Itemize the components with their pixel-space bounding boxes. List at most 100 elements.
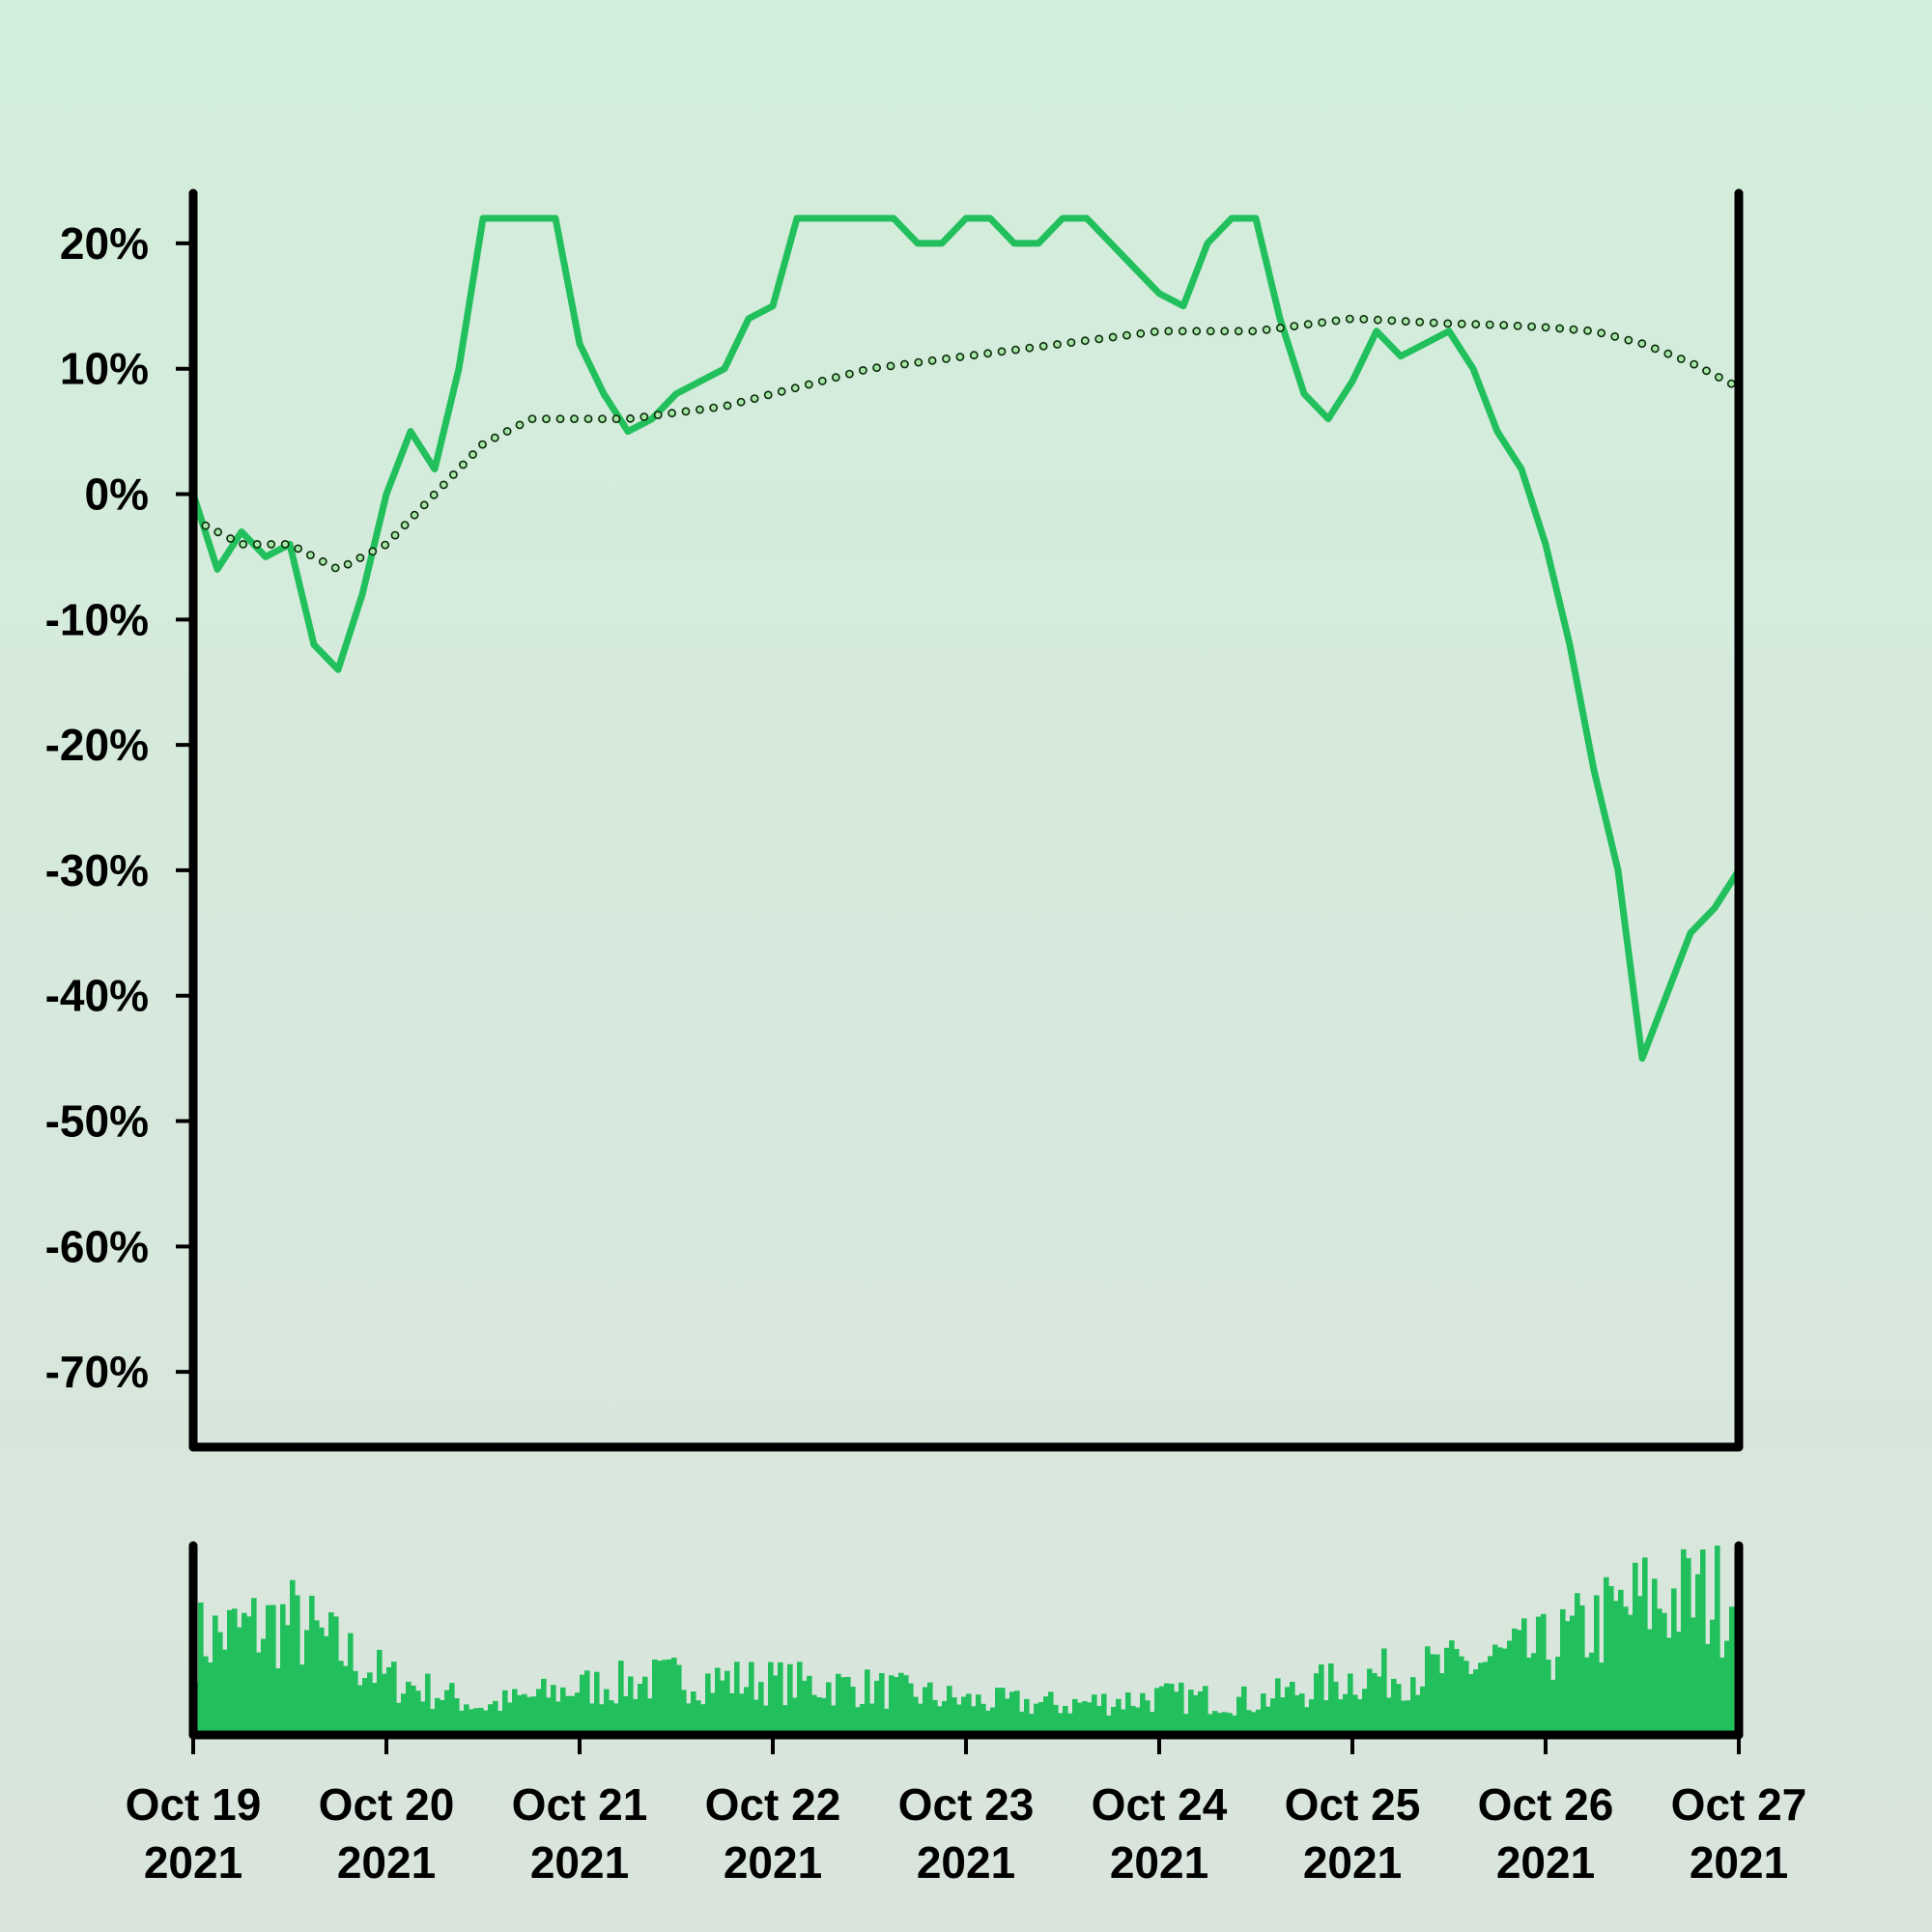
volume-bar xyxy=(1188,1690,1194,1735)
trend-dot xyxy=(653,411,663,419)
trend-dot xyxy=(515,420,525,430)
volume-bar xyxy=(348,1633,354,1735)
volume-bar xyxy=(1246,1710,1252,1735)
trend-dot xyxy=(1676,355,1686,363)
volume-bar xyxy=(613,1703,619,1735)
y-tick-label: -10% xyxy=(45,594,149,644)
volume-bar xyxy=(1628,1614,1634,1735)
volume-bar xyxy=(1492,1644,1498,1735)
y-tick-label: -50% xyxy=(45,1096,149,1147)
volume-bar xyxy=(464,1704,469,1735)
volume-bar xyxy=(1618,1589,1624,1735)
volume-bar xyxy=(739,1693,745,1735)
volume-bar xyxy=(338,1661,344,1735)
volume-bar xyxy=(1111,1706,1117,1735)
trend-dot xyxy=(859,365,867,375)
volume-bar xyxy=(555,1701,561,1735)
trend-dot xyxy=(611,414,621,423)
trend-dot xyxy=(1345,314,1354,324)
y-tick-label: 20% xyxy=(60,218,149,269)
volume-bar xyxy=(420,1701,426,1735)
volume-bar xyxy=(696,1700,701,1735)
trend-dot xyxy=(1136,328,1146,338)
volume-bar xyxy=(705,1673,711,1735)
trend-dot xyxy=(1359,314,1369,324)
volume-bar xyxy=(242,1612,247,1735)
volume-bar xyxy=(546,1697,552,1735)
volume-bar xyxy=(444,1690,450,1735)
volume-bar xyxy=(406,1681,412,1735)
volume-bar xyxy=(821,1697,827,1735)
volume-bar xyxy=(1584,1657,1590,1735)
volume-bar xyxy=(1208,1714,1213,1735)
price-plot xyxy=(189,214,1743,1063)
volume-bar xyxy=(778,1662,783,1735)
volume-bar xyxy=(1362,1689,1368,1735)
volume-bar xyxy=(1251,1712,1257,1735)
volume-bar xyxy=(1391,1678,1397,1735)
trend-dot xyxy=(1702,366,1711,376)
trend-dot xyxy=(1108,332,1118,342)
trend-dot xyxy=(1150,327,1159,336)
trend-dot xyxy=(1094,334,1104,344)
trend-dot xyxy=(1373,315,1382,325)
trend-dot xyxy=(410,510,419,520)
volume-bar xyxy=(1430,1654,1435,1735)
trend-dot xyxy=(1025,343,1035,353)
volume-bar xyxy=(1386,1697,1392,1735)
volume-bar xyxy=(758,1682,764,1735)
volume-bar xyxy=(609,1700,614,1735)
volume-bar xyxy=(1575,1593,1580,1735)
trend-dot xyxy=(639,412,649,421)
trend-dot xyxy=(845,369,854,379)
volume-bar xyxy=(454,1698,460,1735)
trend-dot xyxy=(490,433,499,442)
volume-bar xyxy=(1014,1690,1020,1735)
volume-bar xyxy=(1323,1700,1329,1735)
volume-bar xyxy=(512,1689,518,1735)
volume-bar xyxy=(1705,1643,1711,1735)
volume-bar xyxy=(541,1678,547,1735)
trend-dot xyxy=(804,380,813,389)
volume-bar xyxy=(1352,1694,1358,1735)
x-tick-date: Oct 23 xyxy=(898,1779,1035,1830)
volume-bar xyxy=(811,1694,817,1735)
x-tick-year: 2021 xyxy=(530,1837,629,1888)
trend-dot xyxy=(213,527,223,537)
volume-bar xyxy=(396,1702,402,1735)
trend-dot xyxy=(983,349,992,358)
volume-bar xyxy=(275,1668,281,1735)
volume-bar xyxy=(831,1705,837,1735)
y-tick-label: -60% xyxy=(45,1221,149,1271)
volume-bar xyxy=(797,1662,803,1735)
x-tick-date: Oct 21 xyxy=(512,1779,648,1830)
volume-bar xyxy=(1410,1677,1416,1735)
volume-bar xyxy=(1608,1585,1614,1735)
volume-bar xyxy=(1521,1618,1527,1735)
volume-bar xyxy=(1435,1654,1440,1735)
volume-bar xyxy=(1531,1653,1537,1735)
volume-bar xyxy=(1710,1619,1716,1735)
volume-bar xyxy=(251,1598,257,1735)
volume-bar xyxy=(1406,1700,1411,1735)
volume-bar xyxy=(1227,1713,1233,1735)
volume-bar xyxy=(246,1616,252,1735)
volume-bar xyxy=(763,1705,769,1735)
trend-dot xyxy=(1663,349,1673,358)
trend-dot xyxy=(1038,341,1048,351)
volume-bar xyxy=(1488,1656,1493,1735)
volume-bar xyxy=(773,1675,779,1735)
volume-bar xyxy=(401,1693,407,1735)
x-tick-date: Oct 25 xyxy=(1285,1779,1421,1830)
volume-bar xyxy=(1072,1698,1078,1735)
trend-dot xyxy=(1276,324,1285,332)
volume-bar xyxy=(213,1615,218,1735)
volume-bar xyxy=(1681,1548,1687,1735)
trend-dot xyxy=(736,397,746,407)
volume-bar xyxy=(411,1685,416,1735)
volume-bar xyxy=(1348,1673,1353,1735)
volume-bar xyxy=(391,1662,397,1735)
trend-dot xyxy=(355,554,365,562)
volume-bar xyxy=(1478,1662,1484,1735)
